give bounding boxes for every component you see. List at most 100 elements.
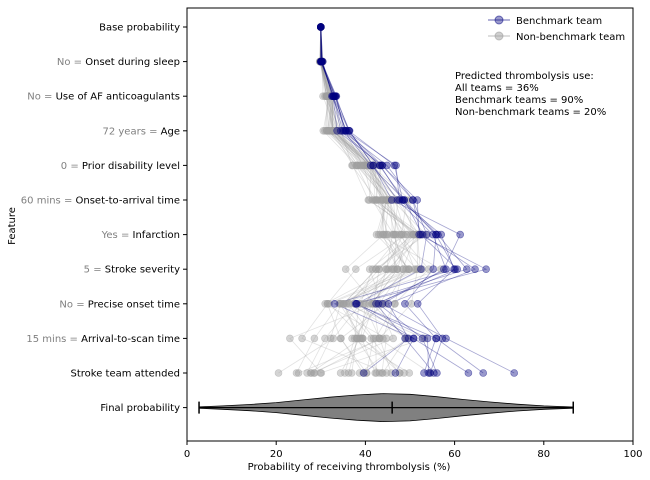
benchmark-trajectory-line [320,26,469,374]
nonbenchmark-point [382,265,391,274]
feature-name: Base probability [99,23,180,34]
y-tick-label: Yes = Infarction [101,230,180,241]
feature-value: No = [59,299,87,310]
legend-benchmark-label: Benchmark team [516,16,602,27]
feature-value: Yes = [101,230,133,241]
nonbenchmark-point [347,369,356,377]
nonbenchmark-point [397,230,406,239]
nonbenchmark-point [350,334,359,343]
feature-value: 60 mins = [21,196,76,207]
benchmark-point [316,57,325,66]
nonbenchmark-point [348,161,356,170]
benchmark-point [374,299,383,308]
nonbenchmark-point [407,299,416,308]
benchmark-point [341,127,350,135]
summary-annotation: Predicted thrombolysis use: All teams = … [455,71,606,118]
benchmark-point [429,265,438,274]
feature-name: Infarction [133,230,180,241]
legend-nonbenchmark-label: Non-benchmark team [516,32,625,43]
benchmark-point [433,369,441,377]
nonbenchmark-point [328,127,337,135]
benchmark-point [391,369,400,377]
benchmark-point [432,334,440,343]
benchmark-point [479,369,488,377]
benchmark-trajectory-line [320,26,458,374]
benchmark-point [372,299,380,308]
nonbenchmark-trajectory-line [319,26,409,374]
annotation-line-3: Benchmark teams = 90% [455,95,583,106]
benchmark-point [400,196,409,204]
feature-value: No = [57,57,85,68]
benchmark-trajectory-line [320,26,488,374]
benchmark-point [413,196,422,204]
nonbenchmark-point [367,334,376,343]
nonbenchmark-trajectory-line [320,26,421,374]
nonbenchmark-trajectory-line [320,27,398,374]
benchmark-point [464,369,473,377]
nonbenchmark-trajectory-line [320,26,397,374]
nonbenchmark-point [410,265,419,274]
benchmark-point [375,161,384,170]
benchmark-point [420,369,428,377]
benchmark-point [409,334,418,343]
annotation-line-2: All teams = 36% [455,83,539,94]
nonbenchmark-point [321,92,329,100]
benchmark-point [424,369,433,377]
nonbenchmark-point [407,230,415,239]
nonbenchmark-point [384,230,392,239]
benchmark-point [352,299,361,308]
nonbenchmark-point [389,334,398,343]
nonbenchmark-point [393,265,402,274]
benchmark-point [401,299,409,308]
x-axis-label: Probability of receiving thrombolysis (%… [248,462,451,473]
nonbenchmark-point [303,369,311,377]
benchmark-point [383,161,391,170]
nonbenchmark-point [395,369,404,377]
x-axis: 0 20 40 60 80 100 [184,441,643,460]
y-axis-label: Feature [7,207,18,245]
nonbenchmark-point [384,196,393,204]
nonbenchmark-point [376,230,385,239]
nonbenchmark-point [325,299,334,308]
benchmark-point [316,23,325,31]
annotation-line-4: Non-benchmark teams = 20% [455,107,606,118]
nonbenchmark-point [376,196,384,204]
nonbenchmark-point [348,334,356,343]
benchmark-point [409,196,417,204]
nonbenchmark-trajectory-line [320,26,420,374]
x-tick-label: 80 [537,449,550,460]
feature-name: Stroke team attended [71,369,180,380]
feature-value: 15 mins = [26,334,81,345]
feature-name: Use of AF anticoagulants [56,92,180,103]
benchmark-point [442,334,450,343]
nonbenchmark-point [317,369,326,377]
nonbenchmark-point [274,369,283,377]
y-tick-label: 0 = Prior disability level [61,161,180,172]
benchmark-point [471,265,479,274]
benchmark-point [338,127,347,135]
nonbenchmark-point [294,369,303,377]
feature-name: Stroke severity [105,265,180,276]
x-tick-label: 0 [184,449,190,460]
y-tick-label: No = Onset during sleep [57,57,180,68]
benchmark-trajectory-line [320,27,429,374]
nonbenchmark-point [405,369,414,377]
legend-benchmark-marker [494,15,504,25]
y-tick-label: Final probability [100,403,180,414]
y-tick-label: Stroke team attended [71,369,180,380]
nonbenchmark-trajectory-line [306,26,398,374]
nonbenchmark-point [336,369,345,377]
benchmark-point [442,265,450,274]
nonbenchmark-point [375,334,384,343]
benchmark-point [462,265,471,274]
benchmark-point [432,230,440,239]
benchmark-point [331,92,340,100]
nonbenchmark-point [409,230,418,239]
benchmark-point [451,265,459,274]
nonbenchmark-point [372,265,380,274]
nonbenchmark-point [298,334,306,343]
benchmark-point [359,369,368,377]
benchmark-point [415,230,424,239]
benchmark-point [384,299,393,308]
